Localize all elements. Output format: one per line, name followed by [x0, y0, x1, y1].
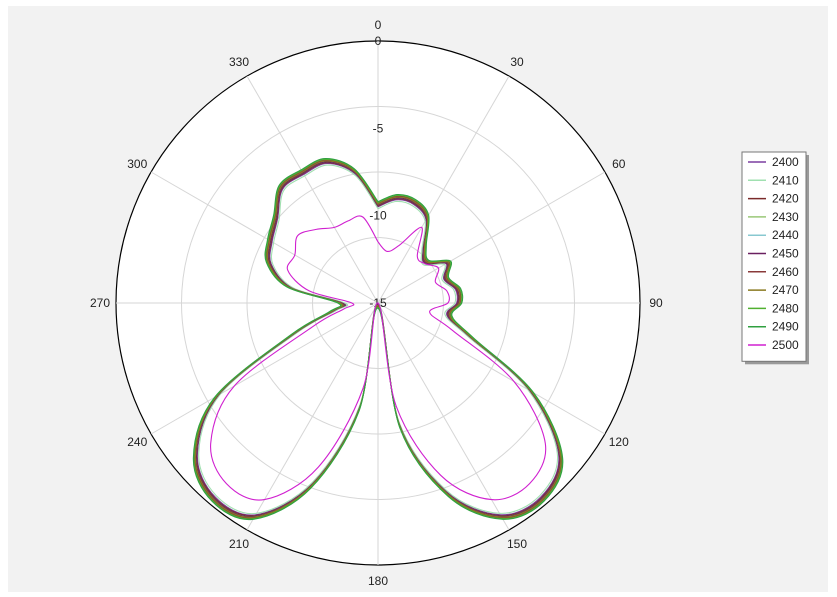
grid-spoke: [246, 302, 379, 531]
angle-label: 240: [127, 435, 147, 449]
angle-label: 330: [229, 55, 249, 69]
legend-label-2450: 2450: [772, 247, 799, 261]
series-line-2460: [194, 159, 562, 519]
legend-label-2410: 2410: [772, 173, 799, 187]
angle-label: 60: [612, 157, 626, 171]
radial-label: -5: [373, 121, 384, 135]
angle-label: 210: [229, 537, 249, 551]
series-line-2500: [210, 215, 547, 501]
grid-spoke: [377, 302, 510, 531]
series-line-2470: [194, 160, 562, 518]
grid-spoke: [377, 75, 510, 304]
radial-label: 0: [375, 34, 382, 48]
grid-spoke: [150, 171, 379, 304]
radial-label: -10: [369, 209, 387, 223]
legend-label-2400: 2400: [772, 155, 799, 169]
legend-label-2430: 2430: [772, 210, 799, 224]
legend-label-2480: 2480: [772, 301, 799, 315]
angle-label: 270: [90, 296, 110, 310]
angle-labels: 0 30 60 90 120 150 180 210 240 270 300 330: [90, 18, 663, 588]
legend-label-2440: 2440: [772, 228, 799, 242]
angle-label: 0: [375, 18, 382, 32]
angle-label: 300: [127, 157, 147, 171]
series-line-2480: [193, 158, 563, 520]
angle-label: 150: [507, 537, 527, 551]
angle-label: 120: [609, 435, 629, 449]
angle-label: 90: [649, 296, 663, 310]
legend: 2400 2410 2420 2430 2440 2450 2460 2470 2480 2490…: [741, 151, 809, 365]
legend-label-2490: 2490: [772, 320, 799, 334]
grid-spoke: [377, 302, 606, 435]
angle-label: 30: [510, 55, 524, 69]
legend-label-2460: 2460: [772, 265, 799, 279]
legend-label-2420: 2420: [772, 192, 799, 206]
legend-label-2470: 2470: [772, 283, 799, 297]
legend-label-2500: 2500: [772, 338, 799, 352]
angle-label: 180: [368, 574, 388, 588]
grid-spoke: [246, 75, 379, 304]
series-line-2420: [196, 162, 561, 517]
grid-spoke: [377, 171, 606, 304]
series-lines: [192, 158, 564, 521]
series-line-2450: [195, 161, 561, 518]
grid-spoke: [150, 302, 379, 435]
series-line-2490: [192, 158, 564, 521]
